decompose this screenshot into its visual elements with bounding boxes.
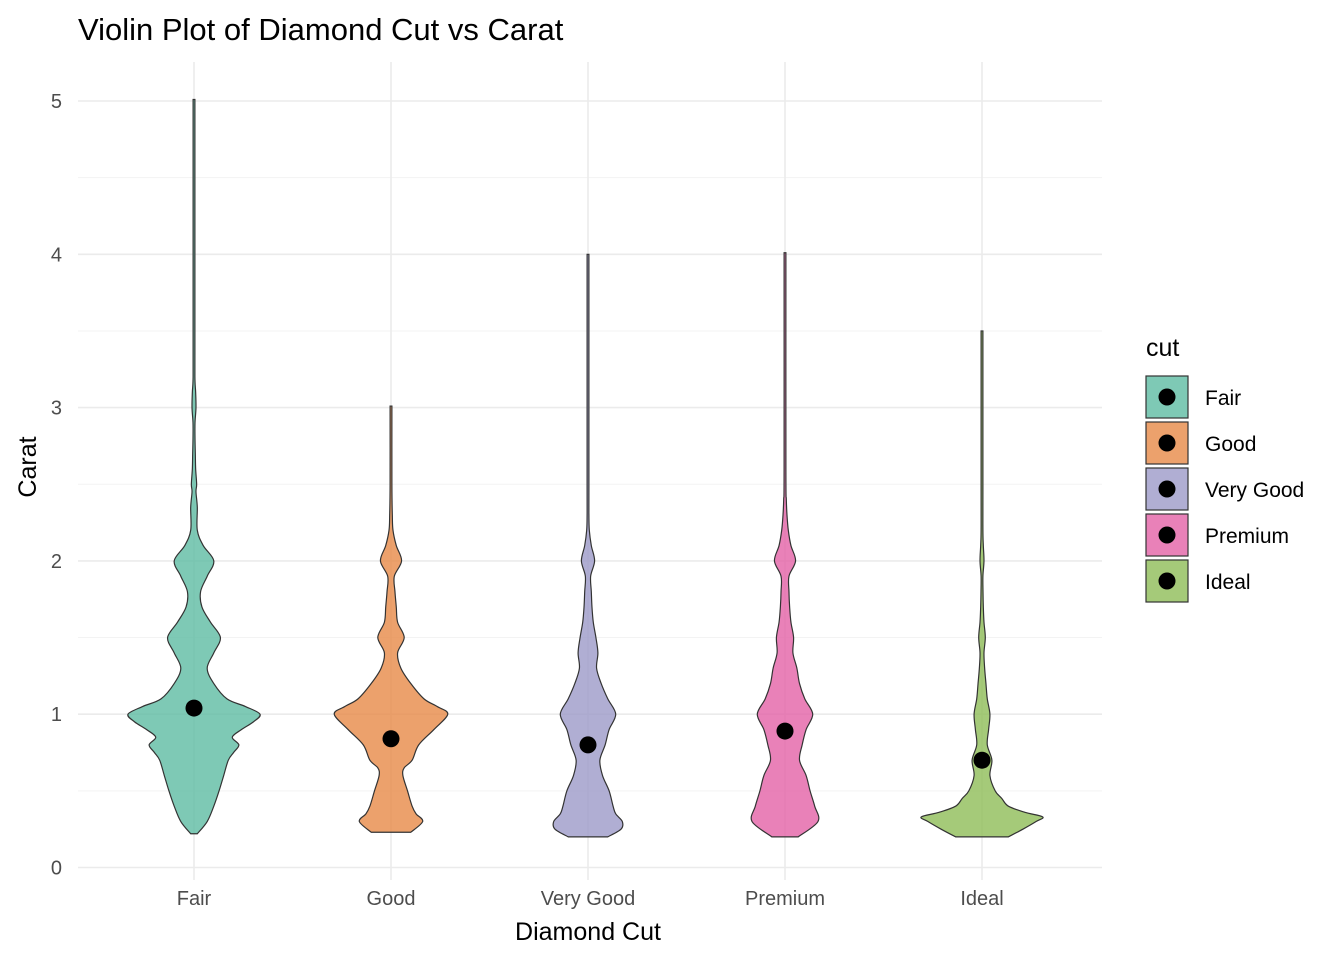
- legend: cut Fair Good Very Good Premium Ideal: [1145, 334, 1304, 603]
- violin-premium: [750, 252, 820, 838]
- x-tick-label: Good: [367, 888, 416, 910]
- y-tick-label: 0: [51, 858, 62, 880]
- x-tick-label: Premium: [745, 888, 825, 910]
- legend-label: Premium: [1205, 525, 1289, 548]
- y-tick-label: 3: [51, 398, 62, 420]
- x-tick-label: Very Good: [541, 888, 636, 910]
- x-tick-label: Ideal: [960, 888, 1003, 910]
- legend-key-dot: [1158, 526, 1176, 544]
- legend-title: cut: [1146, 334, 1179, 362]
- mean-point: [185, 699, 203, 717]
- legend-label: Ideal: [1205, 571, 1251, 594]
- legend-key-dot: [1158, 388, 1176, 406]
- mean-point: [382, 730, 400, 748]
- x-tick-label: Fair: [177, 888, 212, 910]
- y-tick-label: 1: [51, 704, 62, 726]
- mean-point: [973, 751, 991, 769]
- legend-label: Fair: [1205, 387, 1241, 410]
- violins: [127, 98, 1044, 838]
- legend-key-dot: [1158, 434, 1176, 452]
- y-axis-ticks: 0 1 2 3 4 5: [51, 91, 62, 880]
- legend-label: Good: [1205, 433, 1256, 456]
- mean-point: [776, 722, 794, 740]
- violin-very-good: [552, 253, 624, 838]
- chart-title: Violin Plot of Diamond Cut vs Carat: [78, 12, 564, 47]
- y-tick-label: 5: [51, 91, 62, 113]
- legend-label: Very Good: [1205, 479, 1304, 502]
- legend-key-dot: [1158, 480, 1176, 498]
- violin-fair: [127, 98, 261, 835]
- legend-key-dot: [1158, 572, 1176, 590]
- y-tick-label: 4: [51, 244, 62, 266]
- x-axis-ticks: Fair Good Very Good Premium Ideal: [177, 888, 1004, 910]
- violin-good: [333, 405, 449, 833]
- x-axis-title: Diamond Cut: [515, 918, 661, 946]
- y-axis-title: Carat: [14, 436, 42, 497]
- y-tick-label: 2: [51, 551, 62, 573]
- mean-point: [579, 736, 597, 754]
- violin-ideal: [920, 330, 1044, 838]
